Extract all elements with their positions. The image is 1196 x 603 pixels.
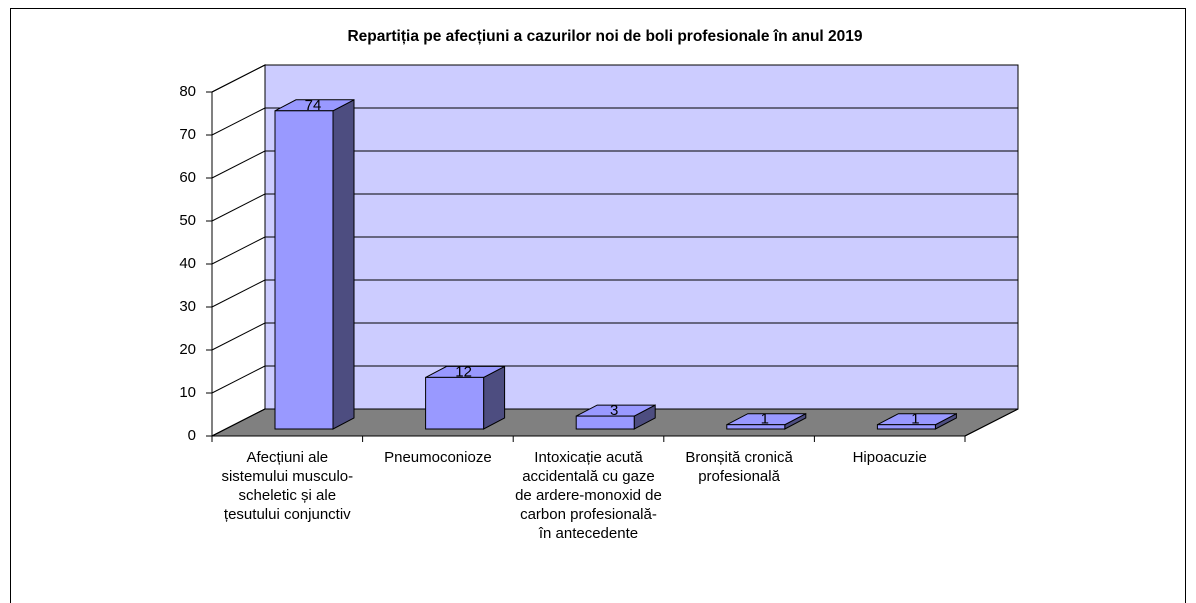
bar-side (332, 98, 355, 430)
x-label-box: Bronșită cronică profesională (685, 449, 793, 485)
bar (274, 110, 334, 430)
y-tick-label: 0 (188, 427, 196, 444)
value-label: 74 (305, 97, 322, 114)
x-label-box: Afecțiuni ale sistemului musculo-schelet… (221, 449, 354, 523)
grid-line (211, 107, 266, 136)
bar (726, 424, 786, 430)
x-label-box: Intoxicație acută accidentală cu gaze de… (515, 449, 662, 542)
grid-line (211, 64, 266, 93)
bar (876, 424, 936, 430)
grid-line (211, 365, 266, 394)
chart-title: Repartiția pe afecțiuni a cazurilor noi … (347, 28, 862, 45)
floor-edge (964, 408, 1019, 437)
x-label-box: Pneumoconioze (384, 449, 492, 466)
value-label: 1 (911, 411, 919, 428)
y-tick-label: 20 (179, 341, 196, 358)
x-tick-label: Bronșită cronică profesională (685, 449, 793, 485)
y-tick-label: 60 (179, 169, 196, 186)
grid-line (211, 193, 266, 222)
y-tick-label: 10 (179, 384, 196, 401)
bar (425, 376, 485, 430)
grid-line (211, 322, 266, 351)
value-label: 1 (761, 411, 769, 428)
value-label: 3 (610, 402, 618, 419)
y-tick-label: 30 (179, 298, 196, 315)
y-tick-label: 40 (179, 255, 196, 272)
y-tick-label: 70 (179, 126, 196, 143)
grid-line (211, 408, 266, 437)
x-tick-label: Afecțiuni ale sistemului musculo-schelet… (221, 449, 354, 523)
x-label-box: Hipoacuzie (852, 449, 927, 466)
grid-line (211, 150, 266, 179)
grid-line (211, 236, 266, 265)
x-tick-label: Pneumoconioze (384, 449, 492, 466)
grid-line (211, 279, 266, 308)
bar (575, 415, 635, 430)
y-tick-label: 50 (179, 212, 196, 229)
x-tick-label: Intoxicație acută accidentală cu gaze de… (515, 449, 662, 542)
x-tick-label: Hipoacuzie (852, 449, 927, 466)
y-tick-label: 80 (179, 83, 196, 100)
value-label: 12 (455, 363, 472, 380)
